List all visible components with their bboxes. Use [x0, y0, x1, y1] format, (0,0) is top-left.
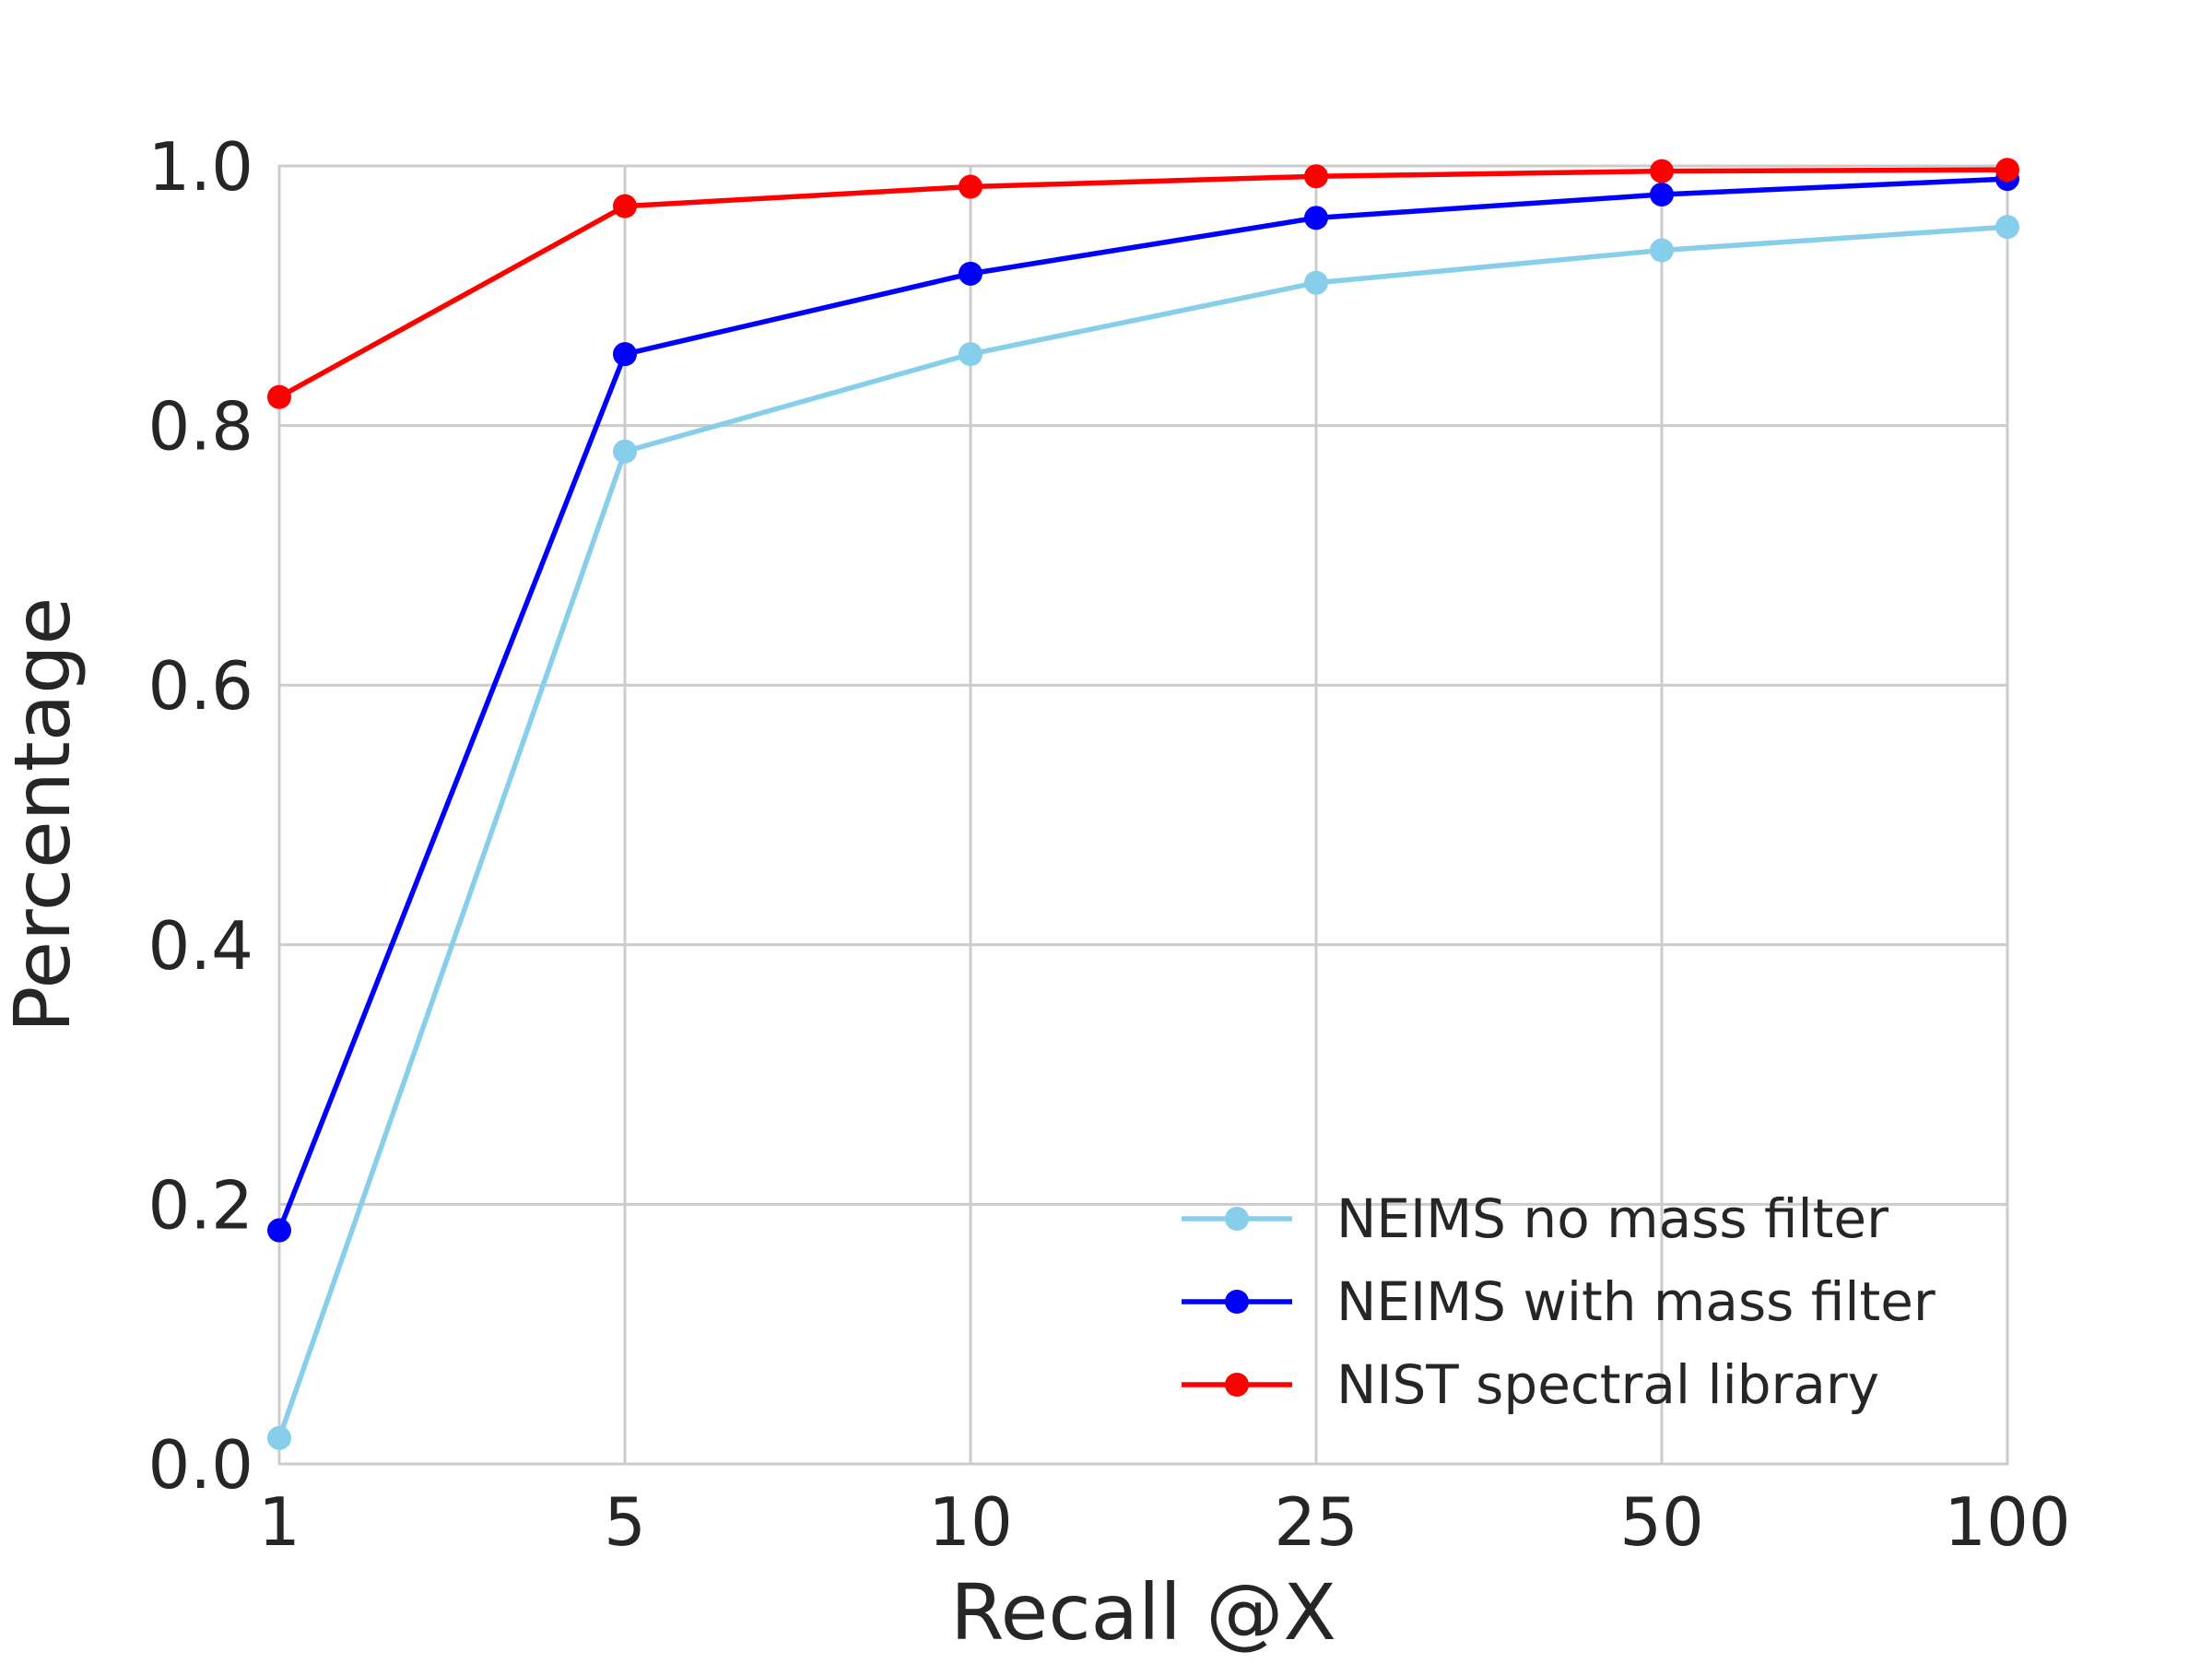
plot-frame — [277, 164, 2009, 1466]
grid — [277, 164, 2009, 1466]
y-axis-label: Percentage — [0, 597, 88, 1033]
x-tick-label: 10 — [928, 1483, 1013, 1561]
y-tick-label: 0.6 — [147, 647, 253, 725]
series-line — [276, 176, 2008, 1232]
data-point — [959, 174, 982, 199]
series-line — [277, 167, 2008, 400]
x-tick-label: 25 — [1274, 1483, 1359, 1561]
x-tick-label: 1 — [258, 1483, 300, 1561]
data-point — [959, 261, 982, 286]
x-tick-label: 100 — [1944, 1483, 2070, 1561]
data-point — [1650, 159, 1674, 183]
series-1 — [267, 215, 2019, 1450]
data-point — [267, 1425, 291, 1450]
data-point — [1304, 206, 1328, 230]
data-point — [1995, 215, 2019, 240]
data-point — [613, 439, 637, 464]
data-point — [1304, 270, 1328, 295]
legend-item: NEIMS no mass filter — [1182, 1187, 1888, 1250]
series-3 — [267, 158, 2019, 409]
legend-item: NIST spectral library — [1182, 1353, 1879, 1416]
y-tick-label: 1.0 — [147, 128, 253, 206]
y-tick-label: 0.4 — [147, 907, 253, 985]
data-point — [613, 194, 637, 218]
data-point — [267, 1218, 291, 1243]
series-2 — [267, 167, 2019, 1243]
x-axis-label: Recall @X — [950, 1567, 1336, 1658]
data-point — [1995, 158, 2019, 183]
legend-item: NEIMS with mass filter — [1182, 1270, 1936, 1333]
legend-swatch-marker — [1225, 1207, 1249, 1231]
y-tick-label: 0.0 — [147, 1426, 253, 1504]
y-tick-label: 0.8 — [147, 388, 253, 466]
legend: NEIMS no mass filter NEIMS with mass filt… — [1182, 1187, 1936, 1416]
tick-labels: 0.0 0.2 0.4 0.6 0.8 1.0 1 5 10 25 50 100 — [147, 128, 2070, 1561]
data-point — [959, 342, 982, 367]
series-layer — [267, 158, 2019, 1450]
x-tick-label: 50 — [1619, 1483, 1704, 1561]
legend-label: NEIMS no mass filter — [1336, 1187, 1888, 1250]
data-point — [1650, 238, 1674, 263]
data-point — [613, 342, 637, 367]
legend-label: NIST spectral library — [1336, 1353, 1879, 1416]
data-point — [1304, 164, 1328, 189]
x-tick-label: 5 — [604, 1483, 646, 1561]
data-point — [267, 384, 291, 409]
data-point — [1650, 182, 1674, 207]
legend-swatch-marker — [1225, 1290, 1249, 1314]
legend-label: NEIMS with mass filter — [1336, 1270, 1936, 1333]
y-tick-label: 0.2 — [147, 1166, 253, 1244]
legend-swatch-marker — [1225, 1373, 1249, 1397]
series-line — [276, 224, 2008, 1439]
